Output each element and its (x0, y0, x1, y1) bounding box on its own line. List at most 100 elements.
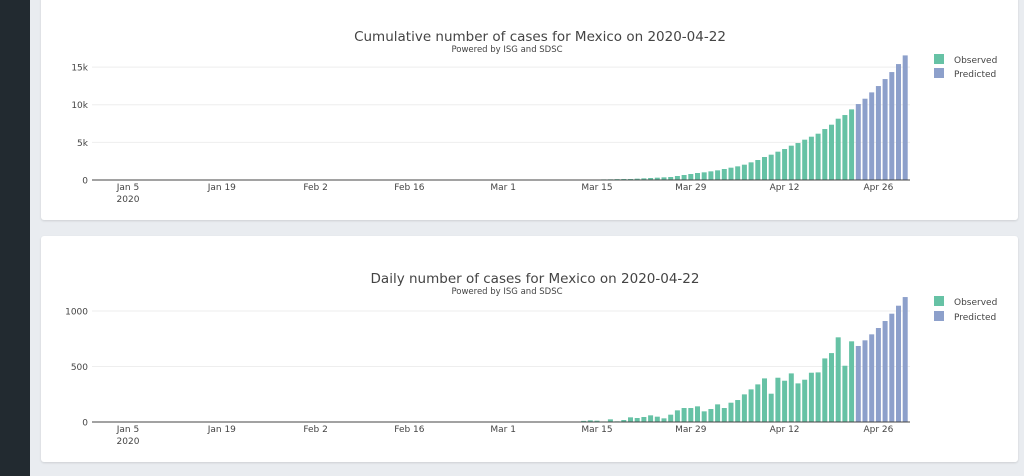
observed-bar (762, 378, 767, 422)
observed-bar (621, 178, 627, 180)
x-year-label: 2020 (117, 437, 140, 447)
observed-bar (648, 415, 654, 422)
x-tick-label: Feb 2 (303, 183, 328, 193)
legend-label-observed[interactable]: Observed (954, 298, 997, 308)
daily-chart-card (41, 236, 1018, 462)
x-tick-label: Jan 19 (207, 183, 236, 193)
legend-label-observed[interactable]: Observed (954, 56, 997, 66)
y-tick-label: 5k (77, 139, 89, 149)
x-tick-label: Apr 12 (770, 425, 800, 435)
observed-bar (674, 176, 680, 180)
observed-bar (661, 177, 667, 180)
y-tick-label: 0 (82, 177, 88, 187)
x-tick-label: Mar 15 (581, 425, 612, 435)
x-year-label: 2020 (117, 195, 140, 205)
predicted-bar (896, 305, 901, 422)
x-tick-label: Jan 5 (116, 183, 139, 193)
y-tick-label: 15k (71, 64, 88, 74)
observed-bar (808, 136, 814, 180)
observed-bar (621, 420, 627, 422)
y-tick-label: 0 (82, 419, 88, 429)
chart-subtitle: Powered by ISG and SDSC (451, 45, 562, 55)
x-tick-label: Feb 16 (394, 425, 425, 435)
observed-bar (594, 420, 600, 422)
legend-swatch-predicted (934, 68, 944, 78)
chart-title: Daily number of cases for Mexico on 2020… (371, 271, 700, 287)
observed-bar (708, 409, 714, 422)
observed-bar (668, 414, 674, 422)
legend-label-predicted[interactable]: Predicted (954, 313, 996, 323)
observed-bar (762, 157, 767, 180)
predicted-bar (875, 328, 881, 422)
legend-label-predicted[interactable]: Predicted (954, 70, 996, 80)
observed-bar (628, 178, 633, 180)
predicted-bar (889, 313, 895, 422)
daily-cases-chart: Daily number of cases for Mexico on 2020… (65, 271, 997, 447)
observed-bar (829, 353, 834, 422)
observed-bar (728, 402, 734, 422)
observed-bar (735, 400, 741, 422)
x-tick-label: Apr 26 (863, 425, 893, 435)
observed-bar (842, 115, 848, 180)
legend[interactable]: Observed Predicted (934, 54, 997, 80)
legend-swatch-observed (934, 54, 944, 64)
predicted-bar (889, 72, 895, 180)
observed-bar (768, 393, 774, 422)
x-tick-label: Feb 2 (303, 425, 328, 435)
predicted-bar (896, 64, 901, 180)
legend-swatch-predicted (934, 311, 944, 321)
sidebar (0, 0, 30, 476)
observed-bar (607, 419, 613, 422)
predicted-bar (882, 79, 888, 180)
observed-bar (695, 173, 700, 180)
x-tick-label: Mar 1 (490, 183, 516, 193)
observed-bar (708, 171, 714, 180)
predicted-bar (855, 345, 861, 422)
observed-bar (802, 379, 808, 422)
predicted-bar (875, 86, 881, 180)
observed-bar (748, 389, 754, 422)
x-tick-label: Mar 29 (675, 183, 707, 193)
x-tick-label: Mar 15 (581, 183, 612, 193)
predicted-bar (869, 334, 875, 422)
y-tick-label: 1000 (65, 308, 88, 318)
x-tick-label: Apr 12 (770, 183, 800, 193)
chart-title: Cumulative number of cases for Mexico on… (354, 29, 726, 45)
observed-bar (715, 170, 721, 180)
cumulative-chart-card (41, 0, 1018, 220)
observed-bar (688, 408, 694, 422)
observed-bar (829, 124, 834, 180)
observed-bar (721, 408, 727, 422)
observed-bar (701, 411, 707, 422)
observed-bar (815, 133, 821, 180)
observed-bar (681, 408, 687, 422)
observed-bar (668, 177, 674, 180)
observed-bar (842, 365, 848, 422)
observed-bar (788, 373, 794, 422)
observed-bar (688, 173, 694, 180)
observed-bar (681, 175, 687, 180)
x-tick-label: Feb 16 (394, 183, 425, 193)
observed-bar (581, 420, 587, 422)
cumulative-cases-chart: Cumulative number of cases for Mexico on… (71, 29, 997, 205)
observed-bar (641, 417, 647, 422)
predicted-bar (902, 297, 908, 422)
x-tick-label: Jan 5 (116, 425, 139, 435)
observed-bar (721, 169, 727, 180)
observed-bar (648, 177, 654, 180)
observed-bar (755, 384, 761, 422)
observed-bar (802, 139, 808, 180)
observed-bar (728, 167, 734, 180)
observed-bar (849, 109, 855, 180)
observed-bar (795, 383, 801, 422)
observed-bar (701, 172, 707, 180)
observed-bar (741, 164, 747, 180)
observed-bar (835, 337, 841, 422)
legend[interactable]: Observed Predicted (934, 296, 997, 323)
observed-bar (775, 377, 781, 422)
y-tick-label: 10k (71, 101, 88, 111)
observed-bar (634, 418, 640, 422)
predicted-bar (902, 55, 908, 180)
observed-bar (822, 358, 828, 422)
